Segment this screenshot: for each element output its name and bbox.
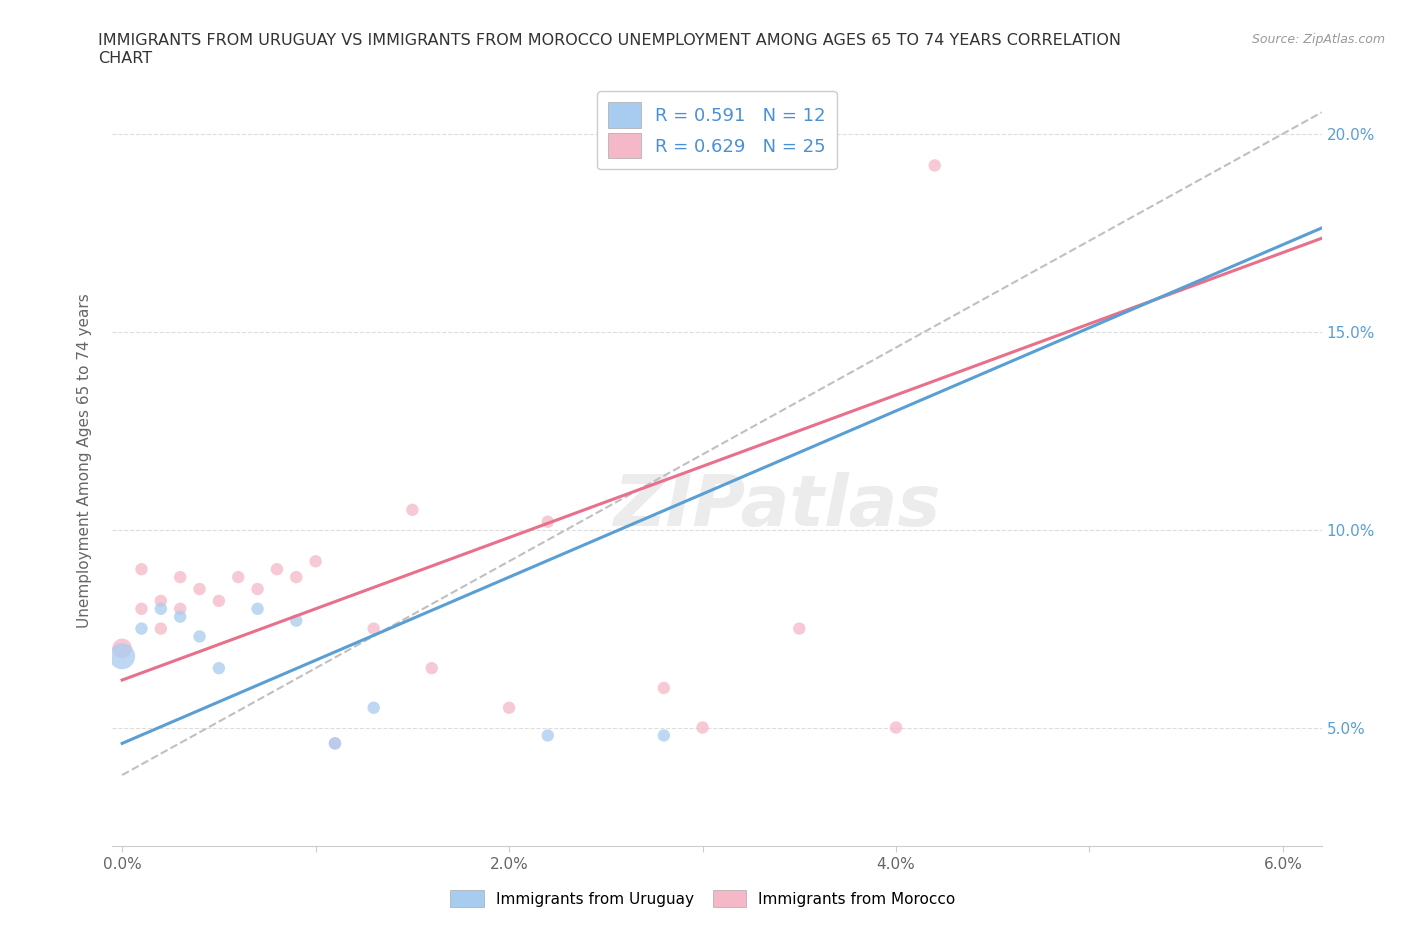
Point (401, 502, 423, 517)
Point (208, 593, 231, 608)
Point (169, 609, 191, 624)
Point (285, 613, 308, 628)
Point (884, 720, 907, 735)
Point (131, 562, 153, 577)
Point (787, 621, 810, 636)
Point (498, 700, 520, 715)
Text: CHART: CHART (98, 51, 152, 66)
Point (323, 736, 346, 751)
Point (363, 621, 385, 636)
Text: Source: ZipAtlas.com: Source: ZipAtlas.com (1251, 33, 1385, 46)
Point (226, 570, 249, 585)
Point (363, 700, 385, 715)
Point (323, 736, 346, 751)
Point (149, 602, 172, 617)
Point (266, 562, 288, 577)
Point (131, 602, 153, 617)
Point (652, 681, 675, 696)
Point (246, 602, 269, 617)
Point (169, 602, 191, 617)
Point (537, 728, 560, 743)
Point (537, 514, 560, 529)
Point (924, 158, 946, 173)
Point (652, 728, 675, 743)
Point (208, 660, 231, 675)
Point (246, 581, 269, 596)
Point (111, 649, 134, 664)
Legend: R = 0.591   N = 12, R = 0.629   N = 25: R = 0.591 N = 12, R = 0.629 N = 25 (598, 91, 837, 169)
Legend: Immigrants from Uruguay, Immigrants from Morocco: Immigrants from Uruguay, Immigrants from… (444, 884, 962, 913)
Point (169, 570, 191, 585)
Point (692, 720, 714, 735)
Point (131, 621, 153, 636)
Text: IMMIGRANTS FROM URUGUAY VS IMMIGRANTS FROM MOROCCO UNEMPLOYMENT AMONG AGES 65 TO: IMMIGRANTS FROM URUGUAY VS IMMIGRANTS FR… (98, 33, 1122, 47)
Point (188, 581, 211, 596)
Point (149, 621, 172, 636)
Point (149, 593, 172, 608)
Point (285, 570, 308, 585)
Text: ZIPatlas: ZIPatlas (614, 472, 941, 541)
Point (188, 629, 211, 644)
Point (111, 641, 134, 656)
Y-axis label: Unemployment Among Ages 65 to 74 years: Unemployment Among Ages 65 to 74 years (77, 293, 91, 628)
Point (304, 554, 326, 569)
Point (420, 660, 443, 675)
